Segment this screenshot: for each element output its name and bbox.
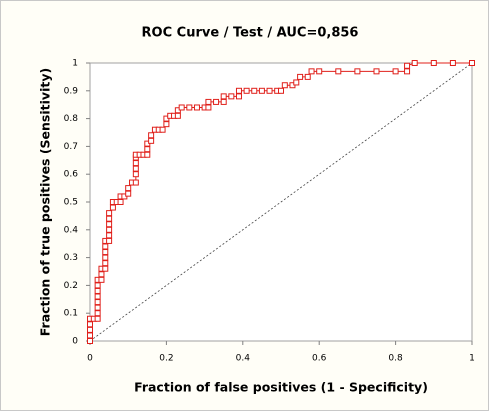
- roc-marker: [106, 226, 113, 233]
- roc-marker: [144, 151, 151, 158]
- roc-marker: [94, 315, 101, 322]
- roc-marker: [102, 260, 109, 267]
- roc-marker: [304, 73, 311, 80]
- roc-marker: [411, 60, 418, 66]
- roc-marker: [178, 104, 185, 111]
- x-tick-label: 0.6: [312, 354, 327, 364]
- y-tick-label: 0.1: [64, 309, 78, 319]
- roc-marker: [258, 87, 265, 94]
- roc-marker: [163, 121, 170, 128]
- roc-marker: [117, 199, 124, 205]
- roc-marker: [106, 221, 113, 228]
- roc-marker: [213, 98, 220, 105]
- roc-marker: [404, 62, 411, 69]
- roc-marker: [148, 132, 155, 139]
- y-tick-label: 0.4: [64, 225, 79, 235]
- roc-marker: [94, 310, 101, 317]
- roc-marker: [243, 87, 250, 94]
- roc-marker: [144, 146, 151, 153]
- roc-marker: [132, 171, 139, 178]
- roc-marker: [220, 93, 227, 100]
- roc-marker: [205, 98, 212, 105]
- y-tick-label: 0.5: [64, 198, 78, 208]
- roc-marker: [469, 60, 475, 66]
- roc-marker: [125, 190, 132, 197]
- roc-marker: [186, 104, 193, 111]
- roc-marker: [87, 338, 93, 344]
- roc-marker: [235, 87, 242, 94]
- roc-marker: [102, 249, 109, 256]
- roc-marker: [109, 204, 116, 211]
- roc-marker: [354, 68, 361, 75]
- chart-title: ROC Curve / Test / AUC=0,856: [142, 26, 359, 41]
- roc-marker: [98, 276, 105, 283]
- roc-marker: [87, 326, 93, 333]
- roc-marker: [373, 68, 380, 75]
- roc-marker: [87, 332, 93, 339]
- roc-marker: [102, 243, 109, 250]
- roc-marker: [278, 87, 284, 94]
- roc-marker: [174, 112, 181, 119]
- roc-marker: [308, 68, 315, 75]
- roc-marker: [404, 68, 411, 75]
- roc-marker: [102, 265, 109, 272]
- roc-marker: [293, 79, 300, 86]
- x-axis-label: Fraction of false positives (1 - Specifi…: [134, 380, 428, 395]
- roc-marker: [266, 87, 273, 94]
- y-tick-label: 0.6: [64, 170, 79, 180]
- x-tick-label: 0.2: [159, 354, 173, 364]
- roc-marker: [87, 321, 93, 328]
- roc-marker: [106, 237, 113, 244]
- y-tick-label: 0.8: [64, 114, 79, 124]
- roc-marker: [98, 271, 105, 278]
- diagonal-reference: [89, 62, 473, 342]
- roc-marker: [281, 82, 288, 89]
- roc-marker: [251, 87, 258, 94]
- y-tick-label: 0.7: [64, 142, 78, 152]
- roc-marker: [106, 210, 113, 217]
- roc-marker: [193, 104, 200, 111]
- roc-marker: [449, 60, 456, 66]
- roc-marker: [125, 185, 132, 192]
- roc-marker: [392, 68, 399, 75]
- roc-marker: [335, 68, 342, 75]
- roc-marker: [102, 254, 109, 261]
- roc-marker: [132, 179, 139, 186]
- roc-marker: [235, 93, 242, 100]
- roc-marker: [159, 126, 166, 133]
- roc-marker: [94, 282, 101, 289]
- y-tick-label: 0.3: [64, 253, 78, 263]
- y-tick-label: 0: [72, 337, 78, 347]
- roc-marker: [316, 68, 323, 75]
- roc-marker: [205, 104, 212, 111]
- roc-marker: [132, 160, 139, 167]
- roc-marker: [430, 60, 437, 66]
- x-tick-label: 0.8: [388, 354, 403, 364]
- roc-marker: [148, 137, 155, 144]
- roc-marker: [106, 215, 113, 222]
- y-tick-label: 0.9: [64, 86, 79, 96]
- y-tick-label: 1: [72, 59, 78, 69]
- y-tick-label: 0.2: [64, 281, 78, 291]
- x-tick-label: 0: [87, 354, 93, 364]
- roc-marker: [297, 73, 304, 80]
- y-axis-label: Fraction of true positives (Sensitivity): [38, 68, 53, 336]
- roc-marker: [94, 304, 101, 311]
- roc-marker: [94, 293, 101, 300]
- roc-marker: [132, 165, 139, 172]
- x-tick-label: 0.4: [236, 354, 251, 364]
- roc-marker: [220, 98, 227, 105]
- roc-marker: [94, 299, 101, 306]
- x-tick-label: 1: [469, 354, 475, 364]
- roc-marker: [94, 287, 101, 294]
- roc-marker: [228, 93, 235, 100]
- roc-marker: [106, 232, 113, 239]
